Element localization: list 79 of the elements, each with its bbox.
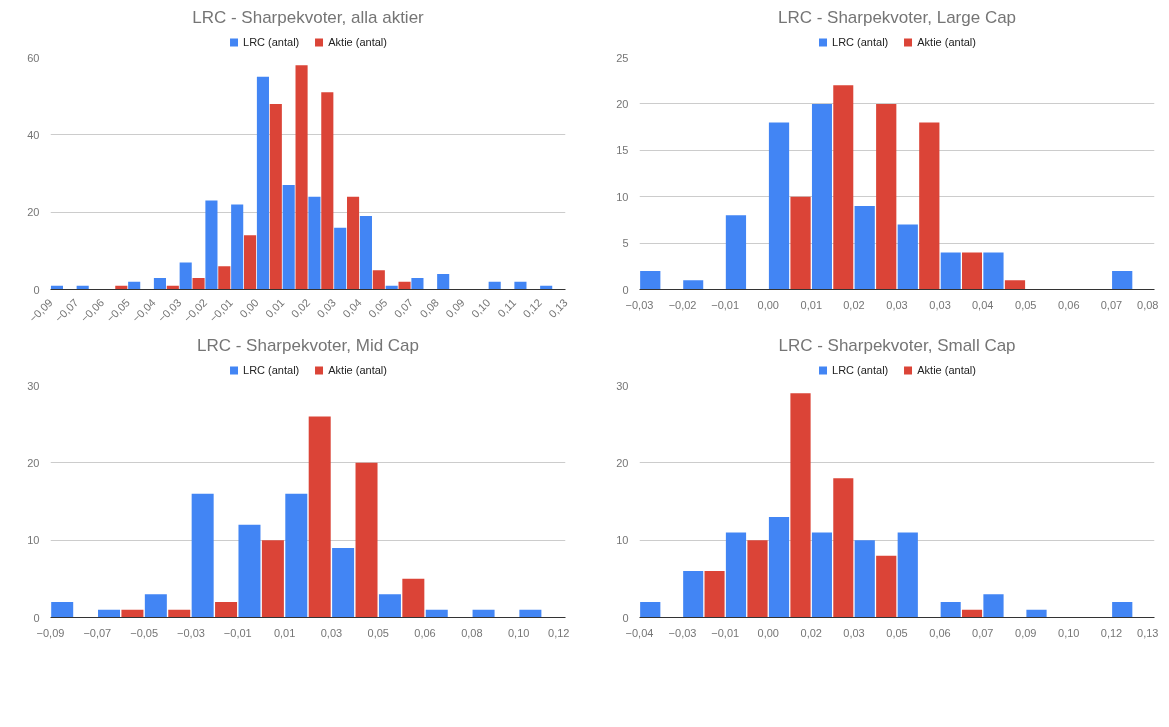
y-tick-label: 20 — [27, 456, 40, 469]
y-tick-label: 5 — [622, 237, 629, 250]
y-tick-label: 0 — [33, 283, 40, 296]
x-tick-label: 0,06 — [414, 626, 436, 639]
x-tick-label: 0,12 — [1100, 626, 1123, 639]
y-tick-label: 10 — [616, 534, 629, 547]
x-tick-label: 0,00 — [237, 296, 261, 320]
x-tick-label: 0,09 — [443, 296, 467, 320]
x-tick-label: 0,03 — [929, 298, 951, 311]
x-tick-label: 0,10 — [1058, 626, 1080, 639]
x-tick-label: 0,11 — [495, 296, 519, 320]
x-tick-label: −0,09 — [36, 626, 65, 639]
x-tick-label: −0,03 — [177, 626, 205, 639]
y-tick-label: 0 — [622, 283, 629, 296]
chart-title: LRC - Sharpekvoter, Mid Cap — [196, 335, 420, 355]
x-tick-label: 0,09 — [1015, 626, 1037, 639]
x-tick-label: 0,03 — [320, 626, 343, 639]
legend-label: LRC (antal) — [243, 36, 300, 48]
x-tick-label: −0,03 — [668, 626, 697, 639]
x-tick-label: 0,01 — [262, 296, 287, 320]
legend-label: Aktie (antal) — [917, 364, 976, 376]
x-tick-label: −0,03 — [625, 298, 654, 311]
chart-title: LRC - Sharpekvoter, Small Cap — [778, 335, 1016, 355]
x-tick-label: 0,07 — [1100, 298, 1123, 311]
legend-label: LRC (antal) — [243, 364, 300, 376]
x-tick-label: 0,13 — [1137, 626, 1159, 639]
x-tick-label: 0,08 — [1137, 298, 1159, 311]
legend-label: LRC (antal) — [832, 364, 889, 376]
chart-title: LRC - Sharpekvoter, alla aktier — [192, 7, 425, 27]
x-tick-label: −0,07 — [83, 626, 112, 639]
x-tick-label: 0,01 — [800, 298, 823, 311]
x-tick-label: 0,00 — [757, 298, 779, 311]
x-tick-label: 0,12 — [548, 626, 570, 639]
x-tick-label: 0,06 — [929, 626, 951, 639]
y-tick-label: 60 — [27, 51, 40, 64]
y-tick-label: 10 — [27, 534, 40, 547]
x-tick-label: 0,08 — [417, 296, 441, 320]
x-tick-label: 0,02 — [843, 298, 865, 311]
x-tick-label: 0,06 — [1058, 298, 1080, 311]
y-tick-label: 20 — [27, 206, 40, 219]
x-tick-label: 0,03 — [886, 298, 908, 311]
x-tick-label: −0,01 — [223, 626, 252, 639]
y-tick-label: 20 — [616, 456, 629, 469]
x-tick-label: 0,03 — [314, 296, 338, 320]
y-tick-label: 30 — [27, 379, 40, 392]
x-tick-label: 0,04 — [340, 296, 364, 320]
x-tick-label: 0,01 — [273, 626, 296, 639]
x-tick-label: 0,05 — [367, 626, 389, 639]
y-tick-label: 25 — [616, 51, 629, 64]
x-tick-label: −0,02 — [668, 298, 697, 311]
x-tick-label: 0,02 — [800, 626, 822, 639]
x-tick-label: 0,10 — [507, 626, 530, 639]
x-tick-label: 0,03 — [843, 626, 865, 639]
y-tick-label: 0 — [622, 611, 629, 624]
y-tick-label: 15 — [616, 144, 629, 157]
legend-label: Aktie (antal) — [917, 36, 976, 48]
x-tick-label: 0,10 — [468, 296, 493, 320]
y-tick-label: 0 — [33, 611, 40, 624]
x-tick-label: 0,00 — [757, 626, 779, 639]
x-tick-label: 0,05 — [1015, 298, 1037, 311]
x-tick-label: −0,01 — [711, 626, 740, 639]
x-tick-label: 0,07 — [972, 626, 994, 639]
legend-label: Aktie (antal) — [328, 364, 387, 376]
x-tick-label: −0,01 — [711, 298, 740, 311]
x-tick-label: 0,05 — [365, 296, 390, 320]
x-tick-label: 0,04 — [971, 298, 994, 311]
legend-label: LRC (antal) — [832, 36, 889, 48]
y-tick-label: 10 — [616, 190, 629, 203]
chart-title: LRC - Sharpekvoter, Large Cap — [777, 7, 1017, 27]
x-tick-label: −0,04 — [625, 626, 654, 639]
x-tick-label: −0,05 — [130, 626, 159, 639]
legend-label: Aktie (antal) — [328, 36, 387, 48]
x-tick-label: 0,08 — [461, 626, 483, 639]
x-tick-label: 0,13 — [546, 296, 570, 320]
y-tick-label: 40 — [27, 128, 40, 141]
x-tick-label: 0,12 — [520, 296, 544, 320]
y-tick-label: 20 — [616, 97, 629, 110]
y-tick-label: 30 — [616, 379, 629, 392]
x-tick-label: 0,05 — [886, 626, 908, 639]
